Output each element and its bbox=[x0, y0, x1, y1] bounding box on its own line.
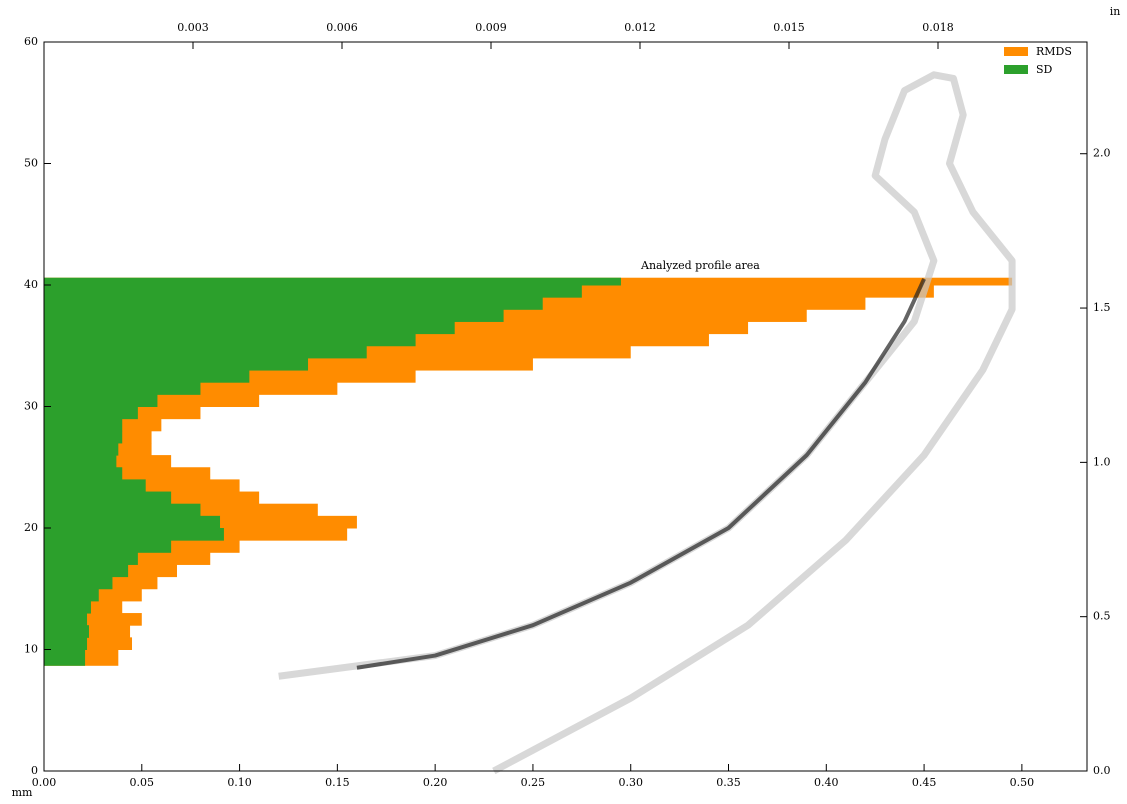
x-tick-label: 0.35 bbox=[716, 776, 741, 789]
bar bbox=[44, 467, 123, 480]
bar bbox=[44, 491, 172, 505]
y-tick-label: 60 bbox=[24, 35, 38, 48]
y2-tick-label: 0.0 bbox=[1093, 764, 1111, 777]
bar bbox=[44, 479, 146, 493]
legend-label: SD bbox=[1036, 63, 1053, 76]
x2-tick-label: 0.018 bbox=[922, 21, 954, 34]
bar bbox=[44, 333, 416, 347]
y-tick-label: 50 bbox=[24, 157, 38, 170]
x-axis-label: mm bbox=[12, 786, 33, 799]
x-tick-label: 0.50 bbox=[1010, 776, 1035, 789]
y2-tick-label: 2.0 bbox=[1093, 147, 1111, 160]
bar bbox=[44, 418, 123, 432]
bar bbox=[44, 321, 455, 335]
bar bbox=[44, 540, 172, 553]
bar bbox=[44, 637, 88, 650]
x-tick-label: 0.45 bbox=[912, 776, 937, 789]
y-tick-label: 20 bbox=[24, 521, 38, 534]
bar bbox=[44, 285, 582, 298]
bar bbox=[44, 455, 117, 468]
bar bbox=[44, 277, 621, 286]
x-tick-label: 0.15 bbox=[325, 776, 350, 789]
bar bbox=[44, 515, 221, 529]
bar bbox=[44, 442, 119, 456]
bar bbox=[44, 357, 309, 371]
y-tick-label: 0 bbox=[31, 764, 38, 777]
x-tick-label: 0.20 bbox=[423, 776, 448, 789]
legend-label: RMDS bbox=[1036, 45, 1072, 58]
bar bbox=[44, 600, 91, 614]
bar bbox=[44, 309, 504, 322]
x-tick-label: 0.00 bbox=[32, 776, 57, 789]
bar bbox=[44, 297, 543, 310]
x2-tick-label: 0.015 bbox=[773, 21, 805, 34]
x-tick-label: 0.25 bbox=[521, 776, 546, 789]
x2-tick-label: 0.003 bbox=[177, 21, 209, 34]
bar bbox=[44, 564, 129, 578]
bar bbox=[44, 649, 86, 666]
x-tick-label: 0.05 bbox=[130, 776, 155, 789]
bar bbox=[44, 613, 88, 626]
bar bbox=[44, 588, 99, 602]
profile-line bbox=[278, 71, 1016, 775]
x2-axis-label: in bbox=[1110, 5, 1121, 18]
bar bbox=[44, 406, 138, 420]
y-tick-label: 10 bbox=[24, 643, 38, 656]
bar bbox=[44, 370, 250, 383]
bar bbox=[44, 394, 158, 407]
bar bbox=[44, 576, 113, 590]
y-tick-label: 30 bbox=[24, 400, 38, 413]
y2-tick-label: 1.0 bbox=[1093, 455, 1111, 468]
bar bbox=[44, 528, 224, 541]
legend-swatch bbox=[1004, 47, 1028, 56]
bar bbox=[44, 503, 201, 517]
y2-tick-label: 1.5 bbox=[1093, 301, 1111, 314]
annotation: Analyzed profile area bbox=[640, 259, 760, 272]
bar bbox=[44, 430, 123, 444]
y2-tick-label: 0.5 bbox=[1093, 610, 1111, 623]
x-tick-label: 0.40 bbox=[814, 776, 839, 789]
bar bbox=[44, 552, 138, 565]
y-tick-label: 40 bbox=[24, 278, 38, 291]
x2-tick-label: 0.012 bbox=[624, 21, 656, 34]
legend-swatch bbox=[1004, 65, 1028, 74]
x-tick-label: 0.10 bbox=[227, 776, 252, 789]
x-tick-label: 0.30 bbox=[618, 776, 643, 789]
profile-line bbox=[356, 278, 926, 670]
x2-tick-label: 0.006 bbox=[326, 21, 358, 34]
bar bbox=[44, 382, 201, 395]
x2-tick-label: 0.009 bbox=[475, 21, 507, 34]
bar bbox=[44, 625, 89, 638]
bar bbox=[44, 345, 367, 359]
